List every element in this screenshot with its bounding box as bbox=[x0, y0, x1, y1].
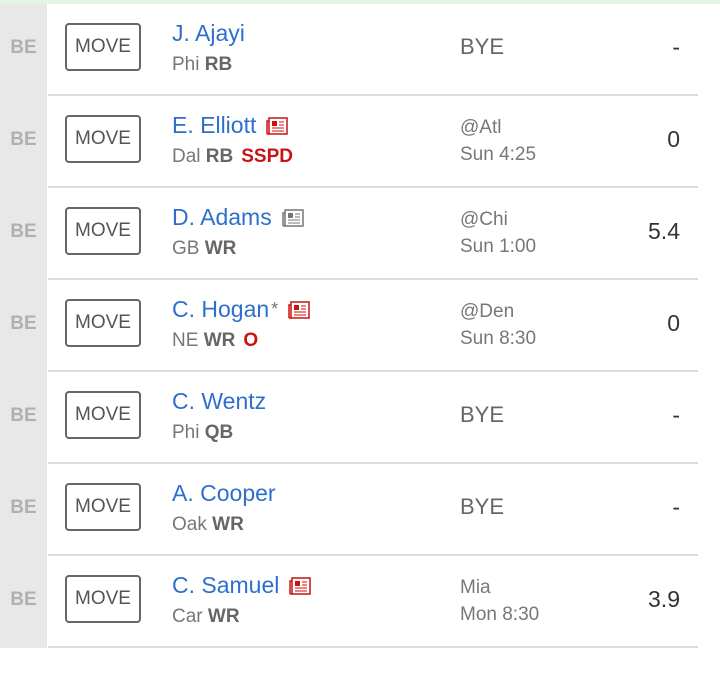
team: Dal bbox=[172, 146, 201, 167]
player-name-wrap: C. Samuel bbox=[172, 572, 312, 599]
row-divider bbox=[48, 646, 698, 648]
row-divider bbox=[48, 94, 698, 96]
opponent: @Atl bbox=[460, 117, 502, 138]
player-row: BE MOVE D. Adams GB WR @Chi Sun 1:00 5.4 bbox=[0, 188, 720, 280]
points: 0 bbox=[667, 310, 680, 336]
row-divider bbox=[48, 370, 698, 372]
row-divider bbox=[48, 278, 698, 280]
player-row: BE MOVE E. Elliott Dal RB SSPD @Atl Sun 4:25… bbox=[0, 96, 720, 188]
injury-status: O bbox=[243, 330, 259, 351]
player-name-link[interactable]: A. Cooper bbox=[172, 480, 276, 506]
player-name-wrap: C. Wentz bbox=[172, 388, 266, 415]
move-button[interactable]: MOVE bbox=[65, 299, 141, 347]
position: WR bbox=[203, 330, 236, 351]
player-row: BE MOVE C. Hogan * NE WR O @Den Sun 8:30 0 bbox=[0, 280, 720, 372]
player-name-link[interactable]: C. Wentz bbox=[172, 388, 267, 414]
slot-label: BE bbox=[0, 464, 47, 556]
player-row: BE MOVE A. Cooper Oak WR BYE - bbox=[0, 464, 720, 556]
team-position: Phi RB bbox=[172, 54, 232, 76]
position: WR bbox=[207, 606, 240, 627]
game-info: Mia Mon 8:30 bbox=[460, 574, 539, 628]
game-info: @Den Sun 8:30 bbox=[460, 298, 536, 352]
player-row: BE MOVE C. Wentz Phi QB BYE - bbox=[0, 372, 720, 464]
player-name-link[interactable]: E. Elliott bbox=[172, 112, 257, 138]
player-name-wrap: J. Ajayi bbox=[172, 20, 245, 47]
move-button[interactable]: MOVE bbox=[65, 483, 141, 531]
news-icon[interactable] bbox=[281, 208, 304, 227]
move-button[interactable]: MOVE bbox=[65, 23, 141, 71]
points: 3.9 bbox=[648, 586, 680, 612]
player-name-link[interactable]: C. Hogan bbox=[172, 296, 270, 322]
row-divider bbox=[48, 554, 698, 556]
player-name-link[interactable]: J. Ajayi bbox=[172, 20, 245, 46]
news-icon[interactable] bbox=[288, 300, 310, 319]
game-time: Sun 4:25 bbox=[460, 144, 537, 165]
game-time: Mon 8:30 bbox=[460, 604, 540, 625]
team: GB bbox=[172, 238, 200, 259]
slot-label: BE bbox=[0, 188, 47, 280]
row-divider bbox=[48, 462, 698, 464]
injury-status: SSPD bbox=[241, 146, 293, 167]
team: NE bbox=[172, 330, 199, 351]
player-row: BE MOVE J. Ajayi Phi RB BYE - bbox=[0, 4, 720, 96]
bye-label: BYE bbox=[460, 34, 505, 59]
opponent: @Den bbox=[460, 301, 515, 322]
slot-label: BE bbox=[0, 4, 47, 96]
game-time: Sun 8:30 bbox=[460, 328, 537, 349]
player-name-link[interactable]: C. Samuel bbox=[172, 572, 280, 598]
position: RB bbox=[205, 146, 234, 167]
news-icon[interactable] bbox=[289, 576, 312, 595]
team: Phi bbox=[172, 54, 200, 75]
slot-label: BE bbox=[0, 96, 47, 188]
slot-label: BE bbox=[0, 556, 47, 648]
move-button[interactable]: MOVE bbox=[65, 575, 141, 623]
team-position: Dal RB SSPD bbox=[172, 146, 293, 168]
points: 5.4 bbox=[648, 218, 680, 244]
row-divider bbox=[48, 186, 698, 188]
news-icon[interactable] bbox=[266, 116, 289, 135]
player-name-wrap: A. Cooper bbox=[172, 480, 276, 507]
game-info: @Chi Sun 1:00 bbox=[460, 206, 536, 260]
points: - bbox=[672, 402, 680, 428]
points: - bbox=[672, 34, 680, 60]
opponent: @Chi bbox=[460, 209, 508, 230]
slot-label: BE bbox=[0, 372, 47, 464]
team-position: GB WR bbox=[172, 238, 236, 260]
move-button[interactable]: MOVE bbox=[65, 391, 141, 439]
player-name-wrap: E. Elliott bbox=[172, 112, 289, 139]
team: Phi bbox=[172, 422, 200, 443]
position: WR bbox=[204, 238, 237, 259]
player-row: BE MOVE C. Samuel Car WR Mia Mon 8:30 3.9 bbox=[0, 556, 720, 648]
team-position: Oak WR bbox=[172, 514, 244, 536]
position: RB bbox=[204, 54, 233, 75]
team: Oak bbox=[172, 514, 207, 535]
points: 0 bbox=[667, 126, 680, 152]
bye-label: BYE bbox=[460, 402, 505, 427]
player-name-wrap: C. Hogan * bbox=[172, 296, 310, 323]
team-position: Car WR bbox=[172, 606, 240, 628]
bye-label: BYE bbox=[460, 494, 505, 519]
position: WR bbox=[212, 514, 244, 535]
move-button[interactable]: MOVE bbox=[65, 115, 141, 163]
game-time: Sun 1:00 bbox=[460, 236, 537, 257]
game-info: @Atl Sun 4:25 bbox=[460, 114, 536, 168]
opponent: Mia bbox=[460, 577, 491, 598]
points: - bbox=[672, 494, 680, 520]
team: Car bbox=[172, 606, 203, 627]
player-name-wrap: D. Adams bbox=[172, 204, 304, 231]
top-accent-bar bbox=[0, 0, 720, 4]
player-name-link[interactable]: D. Adams bbox=[172, 204, 272, 230]
move-button[interactable]: MOVE bbox=[65, 207, 141, 255]
team-position: Phi QB bbox=[172, 422, 233, 444]
slot-label: BE bbox=[0, 280, 47, 372]
team-position: NE WR O bbox=[172, 330, 258, 352]
position: QB bbox=[204, 422, 234, 443]
star-marker: * bbox=[271, 299, 279, 319]
